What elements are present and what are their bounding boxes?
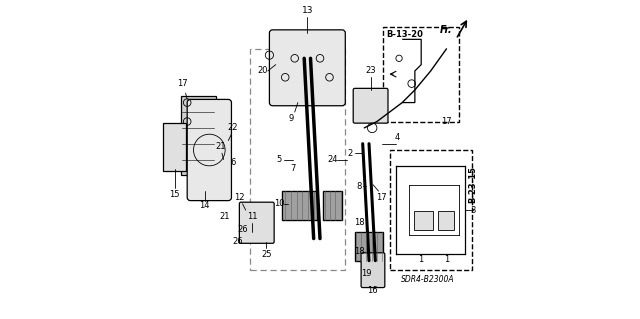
FancyBboxPatch shape <box>438 211 454 230</box>
Text: 17: 17 <box>177 79 188 88</box>
Text: 17: 17 <box>376 193 387 202</box>
Text: 17: 17 <box>441 117 452 126</box>
Text: 16: 16 <box>367 286 378 295</box>
Text: 3: 3 <box>470 206 476 215</box>
Text: 23: 23 <box>365 66 376 76</box>
Text: 22: 22 <box>228 123 238 132</box>
Text: 4: 4 <box>395 133 400 142</box>
Text: 1: 1 <box>419 255 424 263</box>
Text: 2: 2 <box>348 149 353 158</box>
Text: 21: 21 <box>220 212 230 221</box>
Polygon shape <box>355 232 383 261</box>
Text: 25: 25 <box>261 250 271 259</box>
Text: 8: 8 <box>357 182 362 191</box>
Text: SDR4-B2300A: SDR4-B2300A <box>401 275 454 284</box>
FancyBboxPatch shape <box>269 30 346 106</box>
Text: 7: 7 <box>291 165 296 174</box>
Text: 10: 10 <box>274 199 284 208</box>
FancyBboxPatch shape <box>353 88 388 123</box>
Text: 26: 26 <box>237 225 248 234</box>
Text: 9: 9 <box>289 114 294 123</box>
FancyBboxPatch shape <box>239 202 274 243</box>
FancyBboxPatch shape <box>187 100 232 201</box>
FancyBboxPatch shape <box>390 150 472 270</box>
Text: 12: 12 <box>234 193 244 202</box>
Text: 18: 18 <box>354 218 365 227</box>
Polygon shape <box>282 191 317 219</box>
Text: 13: 13 <box>301 6 313 15</box>
FancyBboxPatch shape <box>361 253 385 287</box>
Text: B-23-15: B-23-15 <box>468 166 477 203</box>
Text: 14: 14 <box>199 201 210 210</box>
Text: 19: 19 <box>360 269 371 278</box>
FancyBboxPatch shape <box>414 211 433 230</box>
FancyBboxPatch shape <box>383 27 459 122</box>
Text: 21: 21 <box>215 142 226 151</box>
FancyBboxPatch shape <box>250 49 346 270</box>
Text: 1: 1 <box>444 255 449 263</box>
Text: B-13-20: B-13-20 <box>387 30 423 39</box>
Text: 15: 15 <box>170 190 180 199</box>
Text: 5: 5 <box>276 155 282 164</box>
Text: 18: 18 <box>354 247 365 256</box>
Text: 11: 11 <box>247 212 257 221</box>
Text: 20: 20 <box>258 66 268 76</box>
Text: 26: 26 <box>232 237 243 246</box>
FancyBboxPatch shape <box>163 123 186 171</box>
Text: 6: 6 <box>230 158 236 167</box>
Polygon shape <box>323 191 342 219</box>
Polygon shape <box>181 96 216 175</box>
Text: 24: 24 <box>328 155 338 164</box>
Text: Fr.: Fr. <box>440 25 453 35</box>
